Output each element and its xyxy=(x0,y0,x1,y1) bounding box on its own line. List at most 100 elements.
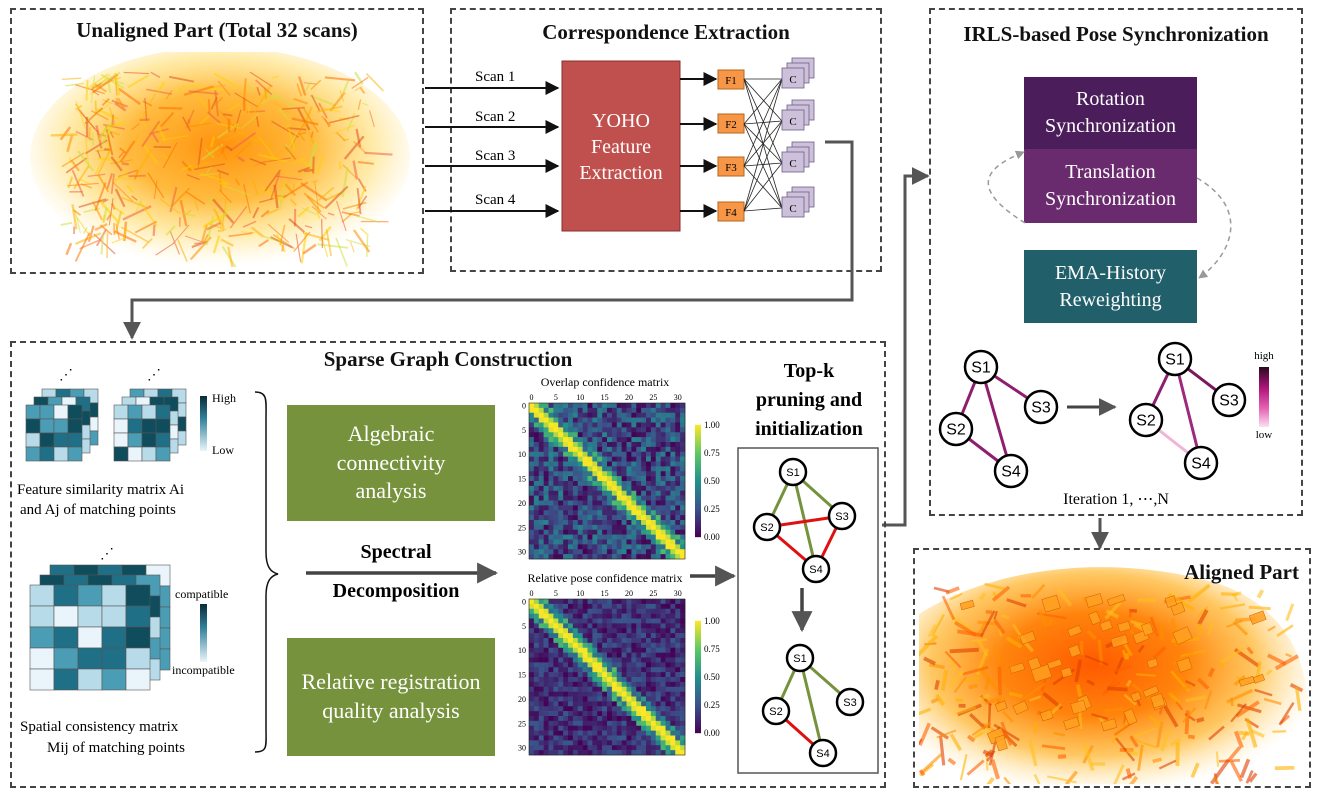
topk-box xyxy=(737,447,879,774)
ema-line-1: EMA-History xyxy=(1054,261,1167,284)
yoho-box xyxy=(561,60,681,232)
translation-line-2: Synchronization xyxy=(1044,188,1177,210)
scan-label-2: Scan 2 xyxy=(475,109,515,125)
relative-pose-confidence-heatmap xyxy=(528,598,686,756)
flow-correspondence-to-sparse xyxy=(123,140,854,340)
irls-colorbar xyxy=(1259,367,1269,427)
svg-text:15: 15 xyxy=(601,393,609,402)
spatial-consistency-matrices: ⋰ xyxy=(29,547,171,691)
svg-text:30: 30 xyxy=(674,393,682,402)
irls-after-node-label-3: S3 xyxy=(1219,393,1239,410)
rotation-sync-box: Rotation Synchronization xyxy=(1024,77,1197,149)
svg-text:15: 15 xyxy=(518,475,526,484)
relative-registration-box: Relative registration quality analysis xyxy=(287,638,495,756)
algebraic-line-3: analysis xyxy=(355,478,427,504)
unaligned-title: Unaligned Part (Total 32 scans) xyxy=(76,18,358,42)
svg-text:5: 5 xyxy=(522,426,526,435)
feature-label-3: F3 xyxy=(725,162,737,174)
corr-label-4: C xyxy=(789,203,796,215)
topk-pruned-node-1 xyxy=(785,643,815,673)
rotation-line-2: Synchronization xyxy=(1044,115,1177,137)
svg-text:20: 20 xyxy=(625,393,633,402)
svg-text:10: 10 xyxy=(518,646,526,655)
svg-text:0: 0 xyxy=(529,589,533,598)
topk-line-2: pruning and xyxy=(756,389,862,411)
feature-colorbar xyxy=(200,396,207,451)
svg-text:5: 5 xyxy=(522,622,526,631)
topk-full-node-label-2: S2 xyxy=(760,522,773,534)
svg-text:30: 30 xyxy=(518,548,526,557)
svg-text:0.50: 0.50 xyxy=(704,476,720,486)
sparse-title: Sparse Graph Construction xyxy=(323,347,573,371)
flow-sparse-to-irls xyxy=(882,167,930,527)
irls-colorbar-low: low xyxy=(1256,429,1273,441)
relative-line-2: quality analysis xyxy=(322,698,460,723)
svg-text:25: 25 xyxy=(518,523,526,532)
topk-pruned-node-label-3: S3 xyxy=(843,697,856,709)
feature-box-4 xyxy=(717,201,745,222)
spatial-caption-line-1: Spatial consistency matrix xyxy=(20,719,179,735)
irls-before-node-3 xyxy=(1023,389,1059,425)
irls-before-node-label-1: S1 xyxy=(971,360,991,377)
spatial-colorbar xyxy=(200,604,207,662)
svg-text:1.00: 1.00 xyxy=(704,420,720,430)
svg-text:0: 0 xyxy=(529,393,533,402)
spatial-caption-line-2: Mij of matching points xyxy=(47,740,185,756)
unaligned-panel: Unaligned Part (Total 32 scans) xyxy=(10,8,424,274)
svg-text:⋰: ⋰ xyxy=(59,368,73,383)
brace xyxy=(254,391,279,753)
irls-after-node-2 xyxy=(1128,402,1164,438)
feature-caption-line-1: Feature similarity matrix Ai xyxy=(17,482,184,498)
svg-text:0: 0 xyxy=(522,401,526,410)
spatial-colorbar-compatible: compatible xyxy=(175,587,228,601)
svg-text:30: 30 xyxy=(518,744,526,753)
irls-after-node-label-4: S4 xyxy=(1191,456,1211,473)
topk-pruned-node-label-2: S2 xyxy=(769,706,782,718)
svg-text:0.25: 0.25 xyxy=(704,700,720,710)
correspondence-title: Correspondence Extraction xyxy=(542,20,790,44)
scan-label-4: Scan 4 xyxy=(475,192,516,208)
correspondence-panel: Correspondence Extraction xyxy=(450,8,882,272)
svg-text:5: 5 xyxy=(554,393,558,402)
topk-pruned-node-2 xyxy=(761,696,791,726)
feature-label-4: F4 xyxy=(725,207,737,219)
ema-line-2: Reweighting xyxy=(1059,288,1162,311)
svg-text:0: 0 xyxy=(522,597,526,606)
svg-text:20: 20 xyxy=(518,499,526,508)
topk-full-node-4 xyxy=(801,554,831,584)
irls-before-node-1 xyxy=(963,349,999,385)
feature-colorbar-high: High xyxy=(212,391,236,405)
svg-text:15: 15 xyxy=(518,671,526,680)
aligned-point-cloud xyxy=(919,567,1307,784)
svg-text:5: 5 xyxy=(554,589,558,598)
irls-before-node-label-3: S3 xyxy=(1031,400,1051,417)
cycle-arrow-left xyxy=(987,150,1026,224)
irls-before-node-label-2: S2 xyxy=(946,422,966,439)
irls-before-node-label-4: S4 xyxy=(1001,464,1021,481)
unaligned-point-cloud xyxy=(30,52,410,267)
overlap-confidence-heatmap xyxy=(528,402,686,560)
topk-full-node-2 xyxy=(752,512,782,542)
topk-full-node-1 xyxy=(778,457,808,487)
topk-full-node-label-3: S3 xyxy=(835,511,848,523)
irls-colorbar-high: high xyxy=(1254,350,1274,362)
svg-text:10: 10 xyxy=(518,450,526,459)
irls-after-node-label-1: S1 xyxy=(1165,352,1185,369)
yoho-line-3: Extraction xyxy=(579,162,662,184)
svg-text:25: 25 xyxy=(649,589,657,598)
scan-arrows xyxy=(425,81,560,218)
topk-pruned-node-3 xyxy=(835,687,865,717)
topk-line-1: Top-k xyxy=(784,360,835,382)
translation-line-1: Translation xyxy=(1065,161,1156,183)
svg-text:⋰: ⋰ xyxy=(147,368,161,383)
aligned-panel: Aligned Part xyxy=(913,548,1311,788)
feature-label-2: F2 xyxy=(725,119,737,131)
spatial-colorbar-incompatible: incompatible xyxy=(172,663,235,677)
irls-graphs: S1 S2 S3 S4 S1 S2 S3 S4 high low Iteration 1, ⋯… xyxy=(938,150,1274,508)
translation-sync-box: Translation Synchronization xyxy=(1024,149,1197,223)
irls-title: IRLS-based Pose Synchronization xyxy=(963,22,1269,46)
irls-after-node-3 xyxy=(1211,382,1247,418)
spectral-line-1: Spectral xyxy=(360,541,432,563)
irls-before-node-4 xyxy=(993,453,1029,489)
